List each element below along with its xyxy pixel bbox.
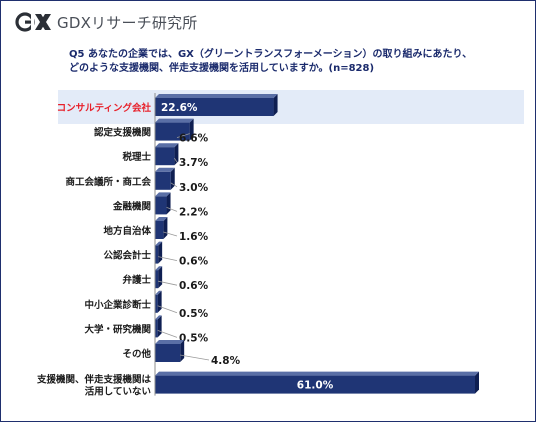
bar <box>155 221 164 239</box>
value-label: 3.0% <box>179 182 209 194</box>
category-label: コンサルティング会社 <box>57 102 152 114</box>
bar <box>155 319 158 338</box>
question-line-2: どのような支援機関、伴走支援機関を活用していますか。(n=828) <box>69 63 375 74</box>
highlight-band <box>58 90 524 124</box>
bar-top <box>155 340 185 344</box>
bar-side <box>475 371 479 394</box>
category-label-line: 認定支援機関 <box>94 127 151 139</box>
bar-top <box>155 167 175 172</box>
value-label: 0.6% <box>179 280 209 292</box>
bar <box>155 294 158 313</box>
bar-top <box>155 118 194 123</box>
category-label: 商工会議所・商工会 <box>65 176 151 188</box>
bar-top <box>155 241 163 246</box>
bar-side <box>163 217 168 239</box>
bar-side <box>189 118 194 141</box>
leader-line <box>170 182 178 188</box>
category-label-line: その他 <box>122 348 151 360</box>
bar <box>155 245 159 264</box>
leader-line <box>158 256 178 261</box>
category-label: 地方自治体 <box>103 225 151 237</box>
value-label: 0.5% <box>179 308 209 320</box>
value-label: 61.0% <box>297 380 334 392</box>
category-label-line: 大学・研究機関 <box>84 323 151 335</box>
value-label: 1.6% <box>179 231 209 243</box>
bar <box>155 171 171 190</box>
leader-line <box>163 231 178 237</box>
logo-text: GDXリサーチ研究所 <box>57 13 198 32</box>
value-label: 4.8% <box>211 355 241 367</box>
leader-line <box>157 305 178 314</box>
bar <box>155 375 475 394</box>
category-label: 公認会計士 <box>103 250 151 262</box>
category-label-line: 支援機関、伴走支援機関は <box>36 374 152 386</box>
bar-side <box>158 266 163 289</box>
leader-line <box>176 133 190 138</box>
value-label: 3.7% <box>179 157 209 169</box>
bar-side <box>273 94 278 116</box>
category-label-line: 地方自治体 <box>103 225 151 237</box>
category-label-line: 公認会計士 <box>103 250 151 262</box>
category-label-line: 商工会議所・商工会 <box>65 176 151 188</box>
category-label-line: 弁護士 <box>122 274 151 286</box>
category-label: 中小企業診断士 <box>84 299 151 311</box>
gdx-logo-icon <box>15 12 51 32</box>
category-label-line: 活用していない <box>85 386 151 398</box>
category-label-line: 中小企業診断士 <box>84 299 151 311</box>
value-label: 2.2% <box>179 206 209 218</box>
category-label: 税理士 <box>122 151 151 163</box>
bar-top <box>155 217 168 221</box>
category-label: 認定支援機関 <box>94 127 151 139</box>
bar <box>155 147 175 166</box>
category-label-line: コンサルティング会社 <box>57 102 152 114</box>
leader-line <box>157 330 178 338</box>
value-label: 22.6% <box>161 102 198 114</box>
bar <box>155 270 159 289</box>
bar <box>155 344 181 362</box>
bar <box>155 98 274 116</box>
bar-top <box>155 290 162 295</box>
leader-line <box>180 354 210 361</box>
leader-line <box>166 207 178 212</box>
category-label-line: 金融機関 <box>112 200 151 212</box>
leader-line <box>158 280 178 286</box>
bar-top <box>155 315 162 320</box>
logo: GDXリサーチ研究所 <box>15 11 197 33</box>
bar-side <box>180 340 185 362</box>
value-label: 0.6% <box>179 256 209 268</box>
category-label: 金融機関 <box>112 200 151 212</box>
bar-top <box>155 143 179 148</box>
value-label: 6.6% <box>179 133 209 145</box>
category-label-line: 税理士 <box>122 151 151 163</box>
bar-top <box>155 192 171 197</box>
bar-top <box>155 94 278 98</box>
category-label: その他 <box>122 348 151 360</box>
leader-line <box>174 157 178 163</box>
bar-side <box>158 241 163 264</box>
bar <box>155 196 167 215</box>
bar-top <box>155 371 479 376</box>
category-label: 支援機関、伴走支援機関は活用していない <box>36 374 152 398</box>
category-label: 大学・研究機関 <box>84 323 151 335</box>
category-label: 弁護士 <box>122 274 151 286</box>
bar-top <box>155 266 163 271</box>
question-line-1: Q5 あなたの企業では、GX（グリーントランスフォーメーション）の取り組みにあた… <box>69 49 473 60</box>
value-label: 0.5% <box>179 332 209 344</box>
question-text: Q5 あなたの企業では、GX（グリーントランスフォーメーション）の取り組みにあた… <box>69 48 489 76</box>
